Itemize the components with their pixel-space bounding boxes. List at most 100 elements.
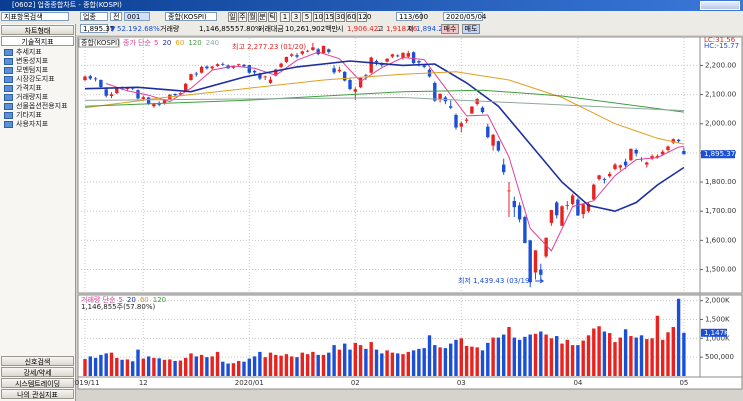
volume-bar <box>650 338 654 376</box>
volume-bar <box>544 334 548 376</box>
legend-entry: 60 <box>175 39 184 47</box>
candle-body <box>242 64 246 67</box>
indicator-search[interactable]: 지표항목검색 <box>1 12 69 21</box>
volume-bar <box>369 342 373 376</box>
x-tick-label: 05 <box>679 379 688 387</box>
window-title: [0602] 업종종합차트 - 종합(KOSPI) <box>12 1 122 9</box>
buy-button[interactable]: 매수 <box>441 24 459 34</box>
period-button[interactable]: 월 <box>248 12 257 22</box>
candle-body <box>274 69 278 76</box>
y-tick-label: 2,000K <box>705 297 730 305</box>
candle-body <box>608 173 612 177</box>
volume-bar <box>655 315 660 376</box>
interval-button[interactable]: 30 <box>335 12 345 22</box>
interval-button[interactable]: 5 <box>302 12 312 22</box>
interval-button[interactable]: 120 <box>357 12 372 22</box>
corner-note: LC:31.56 <box>704 36 736 44</box>
volume-bar <box>570 345 575 376</box>
volume-bar <box>512 337 516 376</box>
amount: 10,261,902백만 <box>285 25 338 33</box>
date-select[interactable]: 2020/05/04 <box>443 12 486 21</box>
sell-button[interactable]: 매도 <box>462 24 480 34</box>
sidebar-tab[interactable]: 기술적지표 <box>1 36 74 46</box>
interval-button[interactable]: 60 <box>346 12 356 22</box>
volume-bar <box>470 346 474 376</box>
volume-bar <box>396 353 400 376</box>
volume: 1,146,855 <box>199 25 235 33</box>
legend-label: 종가 단순 <box>123 38 152 47</box>
candle-body <box>666 146 670 150</box>
volume-bar <box>252 356 257 376</box>
candle-body <box>99 79 103 87</box>
tree-label: 선물옵션전용지표 <box>16 102 68 110</box>
volume-bar <box>162 359 167 376</box>
legend-label: 거래량 단순 <box>81 295 116 304</box>
interval-button[interactable]: 10 <box>313 12 323 22</box>
mode-select[interactable]: 전 <box>110 12 122 21</box>
volume-bar <box>427 335 432 376</box>
period-button[interactable]: 분 <box>258 12 267 22</box>
volume-bar <box>141 358 145 376</box>
volume-bar <box>507 327 511 376</box>
x-tick-label: 02 <box>351 379 360 387</box>
volume-bar <box>555 336 559 376</box>
candle-body <box>523 217 527 244</box>
candle-body <box>634 149 638 154</box>
volume-bar <box>348 349 352 376</box>
candle-body <box>263 76 267 78</box>
period-button[interactable]: 틱 <box>268 12 277 22</box>
interval-button[interactable]: 15 <box>324 12 334 22</box>
tree-item[interactable]: 기타지표 <box>4 110 42 120</box>
open: 1,906.42 <box>347 25 379 33</box>
side-button[interactable]: 강세/약세 <box>1 367 74 377</box>
side-button[interactable]: 나의 관심지표 <box>1 389 74 399</box>
y-tick-label: 2,000.00 <box>705 120 736 128</box>
legend-entry: 60 <box>140 296 149 304</box>
volume-bar <box>592 328 596 376</box>
period-button[interactable]: 주 <box>238 12 247 22</box>
open-label: 시 <box>337 25 344 33</box>
side-button[interactable]: 시스템트레이딩 <box>1 378 74 388</box>
volume-bar <box>290 356 294 376</box>
volume-bar <box>247 358 251 376</box>
tree-item[interactable]: 가격지표 <box>4 83 42 93</box>
y-tick-label: 1,800.00 <box>705 178 736 186</box>
folder-icon <box>4 111 13 119</box>
candle-body <box>343 71 347 81</box>
period-button[interactable]: 일 <box>228 12 237 22</box>
candle-body <box>671 139 675 143</box>
tree-item[interactable]: 시장강도지표 <box>4 74 55 84</box>
volume-bar <box>93 357 98 376</box>
sidebar-header[interactable]: 차트형태 <box>1 25 74 35</box>
window-buttons[interactable] <box>700 1 740 10</box>
volume-bar <box>491 337 495 376</box>
candle-body <box>88 76 92 79</box>
last-price-label: 1,895.37 <box>704 150 735 158</box>
interval-button[interactable]: 3 <box>291 12 301 22</box>
tree-item[interactable]: 거래량지표 <box>4 92 48 102</box>
tree-item[interactable]: 변동성지표 <box>4 56 48 66</box>
volume-bar <box>560 343 564 376</box>
candle-body <box>555 202 559 216</box>
interval-button[interactable]: 1 <box>280 12 290 22</box>
tree-label: 변동성지표 <box>16 57 49 65</box>
volume-bar <box>411 350 416 376</box>
candle-body <box>221 63 225 65</box>
tree-item[interactable]: 추세지표 <box>4 47 42 57</box>
volume-bar <box>449 343 453 376</box>
y-tick-label: 1,600.00 <box>705 236 736 244</box>
tree-label: 추세지표 <box>16 48 42 56</box>
tree-item[interactable]: 선물옵션전용지표 <box>4 101 68 111</box>
candle-body <box>676 139 681 142</box>
volume-bar <box>581 340 585 376</box>
tree-item[interactable]: 모멘텀지표 <box>4 65 48 75</box>
code-input[interactable]: 001 <box>124 12 150 21</box>
volume-bar <box>300 352 304 376</box>
amount-label: 거래대금 <box>258 25 284 33</box>
tree-item[interactable]: 사용자지표 <box>4 119 48 129</box>
folder-icon <box>4 84 13 92</box>
candle-body <box>592 184 596 200</box>
side-button[interactable]: 신호검색 <box>1 356 74 366</box>
market-select[interactable]: 업종 <box>80 12 108 21</box>
folder-icon <box>4 57 13 65</box>
